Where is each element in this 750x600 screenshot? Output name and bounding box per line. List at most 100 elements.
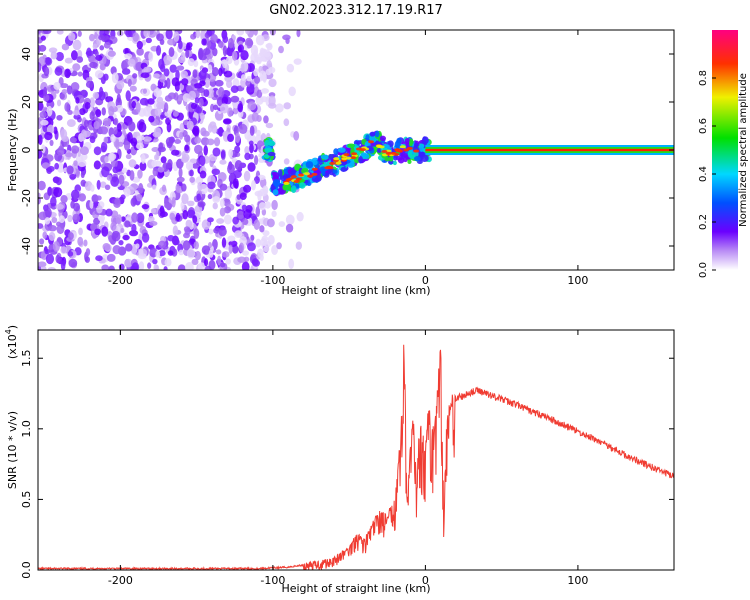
spectrogram-noise-cell: [38, 180, 46, 191]
spectrogram-noise-cell: [164, 258, 172, 267]
snr-xtick-label: -100: [260, 574, 285, 587]
spectrogram-noise-cell: [165, 136, 174, 147]
spectrogram-noise-cell: [94, 70, 104, 79]
spectrogram-noise-cell: [64, 57, 73, 64]
spectrogram-peak-cell: [394, 148, 401, 152]
spectrogram-peak-cell: [285, 178, 292, 182]
spectrogram-noise-cell: [172, 110, 179, 117]
spectrogram-trace-cell: [267, 151, 276, 157]
spectrogram-noise-cell: [207, 123, 213, 133]
spectrogram-ytick-label: 20: [20, 95, 33, 109]
spectrogram-noise-cell: [194, 97, 200, 104]
spectrogram-noise-cell: [253, 30, 258, 36]
spectrogram-noise-cell: [55, 177, 62, 186]
spectrogram-trace-cell: [347, 143, 355, 148]
spectrogram-noise-cell: [93, 146, 102, 156]
spectrogram-noise-cell: [158, 240, 167, 249]
spectrogram-noise-cell: [124, 258, 133, 268]
spectrogram-noise-cell: [124, 53, 133, 59]
spectrogram-noise-cell: [89, 97, 95, 108]
spectrogram-noise-cell: [208, 249, 214, 258]
spectrogram-noise-cell: [89, 223, 98, 231]
spectrogram-noise-cell: [283, 118, 290, 127]
spectrogram-noise-cell: [125, 30, 132, 38]
spectrogram-noise-cell: [148, 51, 154, 62]
spectrogram-noise-cell: [38, 196, 41, 205]
figure-title: GN02.2023.312.17.19.R17: [269, 3, 443, 18]
spectrogram-noise-cell: [176, 94, 184, 102]
spectrogram-noise-cell: [185, 49, 190, 59]
spectrogram-noise-cell: [242, 218, 249, 226]
spectrogram-noise-cell: [52, 241, 60, 252]
spectrogram-noise-cell: [171, 248, 178, 257]
spectrogram-noise-cell: [201, 38, 207, 46]
spectrogram-noise-cell: [288, 86, 296, 97]
spectrogram-noise-cell: [98, 215, 106, 222]
spectrogram-noise-cell: [206, 138, 215, 146]
spectrogram-noise-cell: [50, 51, 58, 60]
spectrogram-noise-cell: [92, 43, 98, 50]
spectrogram-noise-cell: [78, 227, 83, 236]
spectrogram-noise-cell: [164, 95, 173, 102]
spectrogram-noise-cell: [83, 239, 88, 247]
spectrogram-noise-cell: [46, 124, 55, 135]
snr-frame: [37, 329, 675, 571]
spectrogram-noise-cell: [227, 235, 236, 242]
spectrogram-noise-cell: [194, 136, 202, 144]
spectrogram-trace-cell: [379, 135, 387, 142]
spectrogram-noise-cell: [101, 107, 106, 116]
spectrogram-noise-cell: [165, 30, 173, 40]
spectrogram-noise-cell: [99, 86, 104, 97]
spectrogram-noise-cell: [198, 53, 208, 61]
spectrogram-noise-cell: [58, 215, 65, 224]
spectrogram-noise-cell: [195, 30, 201, 39]
spectrogram-trace-cell: [332, 169, 338, 174]
spectrogram-noise-cell: [242, 250, 250, 256]
spectrogram-noise-cell: [282, 34, 291, 41]
spectrogram-noise-cell: [167, 234, 175, 242]
spectrogram-noise-cell: [256, 89, 263, 98]
spectrogram-peak-cell: [376, 144, 383, 148]
spectrogram-noise-cell: [38, 61, 42, 73]
spectrogram-noise-cell: [163, 54, 173, 66]
spectrogram-peak-cell: [406, 146, 413, 150]
spectrogram-noise-cell: [236, 30, 245, 36]
spectrogram-noise-cell: [43, 86, 48, 97]
spectrogram-noise-cell: [89, 61, 98, 69]
spectrogram-noise-cell: [181, 193, 189, 205]
spectrogram-noise-cell: [75, 97, 80, 104]
spectrogram-noise-cell: [89, 199, 94, 209]
spectrogram-noise-cell: [259, 47, 265, 57]
spectrogram-noise-cell: [283, 102, 292, 110]
snr-xlabel: Height of straight line (km): [281, 582, 430, 595]
spectrogram-noise-cell: [156, 45, 162, 56]
snr-ytick-label: 0.0: [20, 561, 33, 579]
spectrogram-noise-cell: [113, 117, 119, 126]
spectrogram-noise-cell: [56, 99, 62, 107]
spectrogram-trace-cell: [312, 160, 318, 166]
spectrogram-noise-cell: [47, 186, 53, 196]
colorbar: 0.0 0.2 0.4 0.6 0.8 Normalized spectral ampl…: [698, 30, 749, 278]
spectrogram-noise-cell: [60, 246, 68, 254]
spectrogram-noise-cell: [92, 92, 99, 100]
spectrogram-noise-cell: [102, 117, 112, 127]
spectrogram-noise-cell: [137, 215, 144, 222]
spectrogram-noise-cell: [253, 219, 261, 230]
spectrogram-noise-cell: [70, 145, 80, 154]
spectrogram-noise-cell: [215, 249, 222, 255]
spectrogram-noise-cell: [264, 201, 271, 209]
spectrogram-noise-cell: [228, 149, 233, 158]
spectrogram-noise-cell: [154, 107, 162, 117]
spectrogram-noise-cell: [210, 103, 215, 113]
spectrogram-noise-cell: [84, 101, 91, 110]
spectrogram-noise-cell: [238, 123, 248, 135]
spectrogram-noise-cell: [112, 244, 121, 255]
spectrogram-noise-cell: [171, 149, 180, 156]
spectrogram-noise-cell: [129, 170, 135, 181]
spectrogram-noise-cell: [46, 105, 53, 117]
spectrogram-noise-cell: [255, 238, 262, 248]
spectrogram-peak-cell: [351, 152, 358, 156]
spectrogram-trace-cell: [404, 137, 410, 144]
spectrogram-trace-cell: [376, 148, 382, 153]
spectrogram-noise-cell: [106, 253, 116, 262]
